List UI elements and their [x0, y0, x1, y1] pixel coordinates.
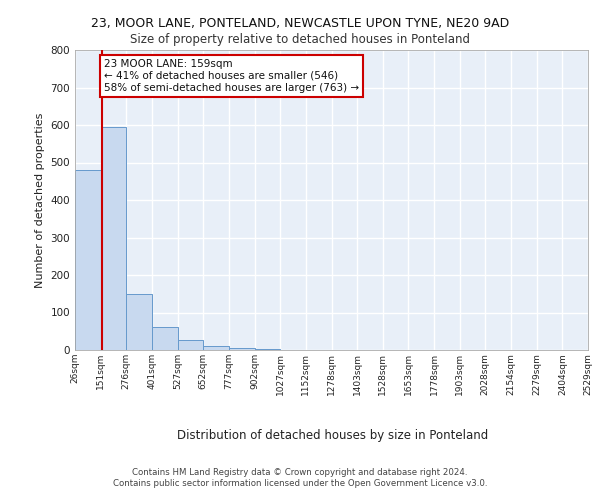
Bar — [178, 340, 203, 350]
Bar — [229, 348, 254, 350]
Bar — [101, 127, 126, 350]
Text: 23, MOOR LANE, PONTELAND, NEWCASTLE UPON TYNE, NE20 9AD: 23, MOOR LANE, PONTELAND, NEWCASTLE UPON… — [91, 18, 509, 30]
Bar — [75, 170, 101, 350]
Bar — [203, 346, 229, 350]
Bar — [126, 294, 152, 350]
Y-axis label: Number of detached properties: Number of detached properties — [35, 112, 45, 288]
Bar — [152, 327, 178, 350]
Text: Distribution of detached houses by size in Ponteland: Distribution of detached houses by size … — [178, 430, 488, 442]
Bar — [254, 349, 280, 350]
Text: Contains HM Land Registry data © Crown copyright and database right 2024.
Contai: Contains HM Land Registry data © Crown c… — [113, 468, 487, 487]
Text: Size of property relative to detached houses in Ponteland: Size of property relative to detached ho… — [130, 32, 470, 46]
Text: 23 MOOR LANE: 159sqm
← 41% of detached houses are smaller (546)
58% of semi-deta: 23 MOOR LANE: 159sqm ← 41% of detached h… — [104, 60, 359, 92]
